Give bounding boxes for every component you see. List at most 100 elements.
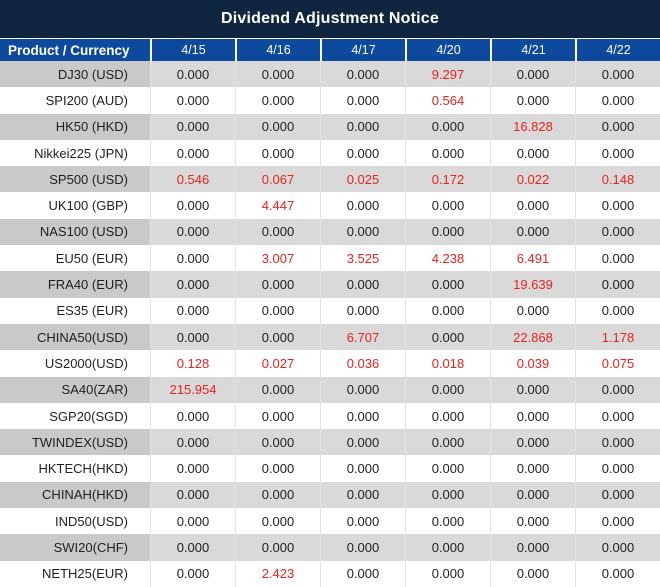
value-cell: 0.000 [490, 455, 575, 482]
dividend-table: Product / Currency 4/15 4/16 4/17 4/20 4/21 4/… [0, 38, 660, 587]
value-cell: 0.000 [150, 534, 235, 561]
table-row: HKTECH(HKD) 0.000 0.000 0.000 0.000 0.000 0.00… [0, 455, 660, 482]
value-cell: 0.000 [235, 297, 320, 324]
value-cell: 0.000 [490, 429, 575, 456]
value-cell: 0.000 [320, 560, 405, 587]
value-cell: 0.148 [575, 166, 660, 193]
value-cell: 0.000 [320, 534, 405, 561]
product-cell: SGP20(SGD) [0, 402, 150, 430]
value-cell: 0.075 [575, 350, 660, 377]
value-cell: 3.525 [320, 245, 405, 272]
value-cell: 0.018 [405, 350, 490, 377]
value-cell: 0.000 [490, 192, 575, 219]
table-row: CHINA50(USD) 0.000 0.000 6.707 0.000 22.868 1.… [0, 323, 660, 351]
value-cell: 3.007 [235, 245, 320, 272]
value-cell: 0.546 [150, 166, 235, 193]
value-cell: 0.000 [575, 376, 660, 403]
value-cell: 0.000 [235, 455, 320, 482]
value-cell: 0.000 [150, 218, 235, 246]
value-cell: 0.000 [490, 139, 575, 167]
product-currency-header: Product / Currency [0, 38, 150, 61]
value-cell: 0.000 [320, 61, 405, 88]
value-cell: 0.000 [405, 481, 490, 509]
value-cell: 0.000 [490, 376, 575, 403]
value-cell: 0.000 [150, 192, 235, 219]
product-cell: US2000(USD) [0, 350, 150, 377]
value-cell: 0.025 [320, 166, 405, 193]
value-cell: 0.000 [405, 297, 490, 324]
value-cell: 0.000 [235, 402, 320, 430]
value-cell: 0.000 [575, 61, 660, 88]
value-cell: 0.000 [150, 271, 235, 298]
value-cell: 0.000 [405, 376, 490, 403]
value-cell: 0.000 [235, 139, 320, 167]
table-row: SGP20(SGD) 0.000 0.000 0.000 0.000 0.000 0.000 [0, 402, 660, 430]
value-cell: 0.022 [490, 166, 575, 193]
value-cell: 16.828 [490, 113, 575, 140]
value-cell: 0.000 [320, 376, 405, 403]
value-cell: 0.000 [150, 402, 235, 430]
value-cell: 0.000 [405, 192, 490, 219]
product-cell: CHINA50(USD) [0, 323, 150, 351]
value-cell: 0.000 [575, 455, 660, 482]
table-row: SWI20(CHF) 0.000 0.000 0.000 0.000 0.000 0.000 [0, 534, 660, 561]
product-cell: NETH25(EUR) [0, 560, 150, 587]
value-cell: 0.000 [150, 113, 235, 140]
value-cell: 0.000 [150, 429, 235, 456]
date-column-header: 4/16 [235, 38, 320, 61]
value-cell: 0.000 [150, 245, 235, 272]
value-cell: 0.000 [320, 297, 405, 324]
table-row: Nikkei225 (JPN) 0.000 0.000 0.000 0.000 0.000… [0, 139, 660, 167]
value-cell: 6.707 [320, 323, 405, 351]
value-cell: 0.000 [575, 402, 660, 430]
value-cell: 0.000 [405, 455, 490, 482]
table-row: HK50 (HKD) 0.000 0.000 0.000 0.000 16.828 0.00… [0, 113, 660, 140]
value-cell: 4.238 [405, 245, 490, 272]
value-cell: 0.000 [405, 534, 490, 561]
product-cell: HKTECH(HKD) [0, 455, 150, 482]
value-cell: 0.000 [405, 323, 490, 351]
value-cell: 0.000 [320, 218, 405, 246]
page-title: Dividend Adjustment Notice [0, 0, 660, 38]
table-row: DJ30 (USD) 0.000 0.000 0.000 9.297 0.000 0.000 [0, 61, 660, 88]
value-cell: 4.447 [235, 192, 320, 219]
table-row: EU50 (EUR) 0.000 3.007 3.525 4.238 6.491 0.000 [0, 245, 660, 272]
value-cell: 0.000 [575, 139, 660, 167]
value-cell: 0.000 [405, 139, 490, 167]
product-cell: EU50 (EUR) [0, 245, 150, 272]
value-cell: 0.000 [490, 297, 575, 324]
value-cell: 0.000 [235, 113, 320, 140]
value-cell: 0.000 [320, 481, 405, 509]
value-cell: 0.000 [320, 139, 405, 167]
product-cell: HK50 (HKD) [0, 113, 150, 140]
table-row: SP500 (USD) 0.546 0.067 0.025 0.172 0.022 0.14… [0, 166, 660, 193]
product-cell: UK100 (GBP) [0, 192, 150, 219]
value-cell: 0.000 [320, 87, 405, 114]
value-cell: 1.178 [575, 323, 660, 351]
product-cell: SPI200 (AUD) [0, 87, 150, 114]
value-cell: 0.000 [235, 271, 320, 298]
value-cell: 0.000 [575, 218, 660, 246]
table-row: ES35 (EUR) 0.000 0.000 0.000 0.000 0.000 0.000 [0, 297, 660, 324]
value-cell: 0.000 [150, 139, 235, 167]
value-cell: 0.000 [235, 429, 320, 456]
value-cell: 0.000 [150, 61, 235, 88]
value-cell: 0.000 [575, 534, 660, 561]
date-column-header: 4/22 [575, 38, 660, 61]
value-cell: 0.000 [490, 560, 575, 587]
value-cell: 0.000 [575, 113, 660, 140]
date-column-header: 4/15 [150, 38, 235, 61]
value-cell: 0.039 [490, 350, 575, 377]
value-cell: 0.000 [490, 61, 575, 88]
table-row: NAS100 (USD) 0.000 0.000 0.000 0.000 0.000 0.0… [0, 218, 660, 246]
product-cell: SA40(ZAR) [0, 376, 150, 403]
value-cell: 0.000 [575, 271, 660, 298]
value-cell: 0.000 [575, 481, 660, 509]
product-cell: ES35 (EUR) [0, 297, 150, 324]
value-cell: 0.000 [235, 508, 320, 535]
value-cell: 0.000 [575, 297, 660, 324]
table-row: UK100 (GBP) 0.000 4.447 0.000 0.000 0.000 0.00… [0, 192, 660, 219]
value-cell: 0.000 [490, 402, 575, 430]
table-row: NETH25(EUR) 0.000 2.423 0.000 0.000 0.000 0.00… [0, 560, 660, 587]
value-cell: 0.000 [150, 481, 235, 509]
